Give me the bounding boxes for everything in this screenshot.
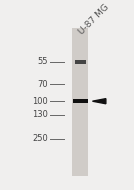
Text: U-87 MG: U-87 MG — [77, 2, 111, 36]
Text: 100: 100 — [32, 97, 48, 106]
Polygon shape — [92, 99, 106, 104]
Bar — [73, 99, 88, 103]
Text: 55: 55 — [38, 57, 48, 66]
Text: 250: 250 — [32, 134, 48, 143]
Text: 130: 130 — [32, 110, 48, 119]
Bar — [72, 28, 88, 176]
Text: 70: 70 — [38, 80, 48, 89]
Bar — [75, 60, 86, 64]
